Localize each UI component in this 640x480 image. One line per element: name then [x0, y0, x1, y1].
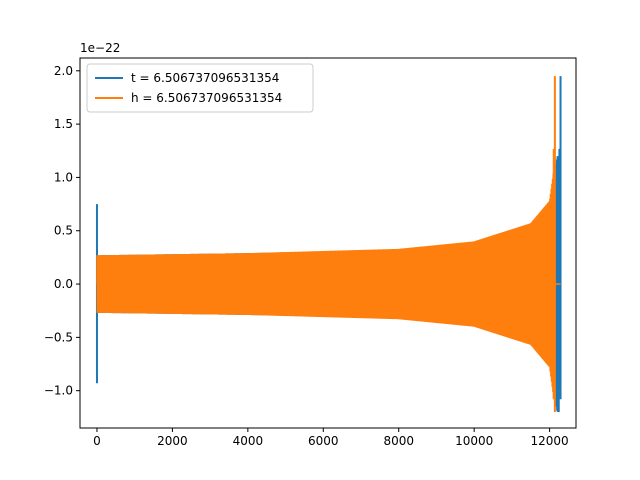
- y-tick-label: 1.5: [54, 117, 73, 131]
- plot-area: [95, 76, 562, 413]
- legend-label: t = 6.506737096531354: [131, 71, 279, 85]
- y-tick-label: −0.5: [44, 330, 73, 344]
- x-tick-label: 8000: [383, 434, 414, 448]
- legend: t = 6.506737096531354 h = 6.5067370965313…: [86, 63, 314, 113]
- y-tick-label: 0.0: [54, 277, 73, 291]
- x-tick-label: 0: [93, 434, 101, 448]
- y-tick-label: 2.0: [54, 64, 73, 78]
- y-axis-offset-label: 1e−22: [80, 41, 120, 55]
- y-tick-label: −1.0: [44, 384, 73, 398]
- y-axis: −1.0 −0.5 0.0 0.5 1.0 1.5 2.0: [44, 64, 80, 398]
- y-tick-label: 1.0: [54, 170, 73, 184]
- x-axis: 0 2000 4000 6000 8000 10000 12000: [93, 428, 569, 448]
- legend-label: h = 6.506737096531354: [131, 91, 282, 105]
- series-line: [96, 168, 555, 398]
- legend-box: [86, 63, 314, 113]
- y-tick-label: 0.5: [54, 224, 73, 238]
- axes-frame: [79, 57, 577, 429]
- x-tick-label: 12000: [531, 434, 569, 448]
- x-tick-label: 2000: [157, 434, 188, 448]
- x-tick-label: 4000: [233, 434, 264, 448]
- plot-series-group: [95, 76, 562, 413]
- x-tick-label: 10000: [455, 434, 493, 448]
- x-tick-label: 6000: [308, 434, 339, 448]
- series-h: [96, 76, 561, 413]
